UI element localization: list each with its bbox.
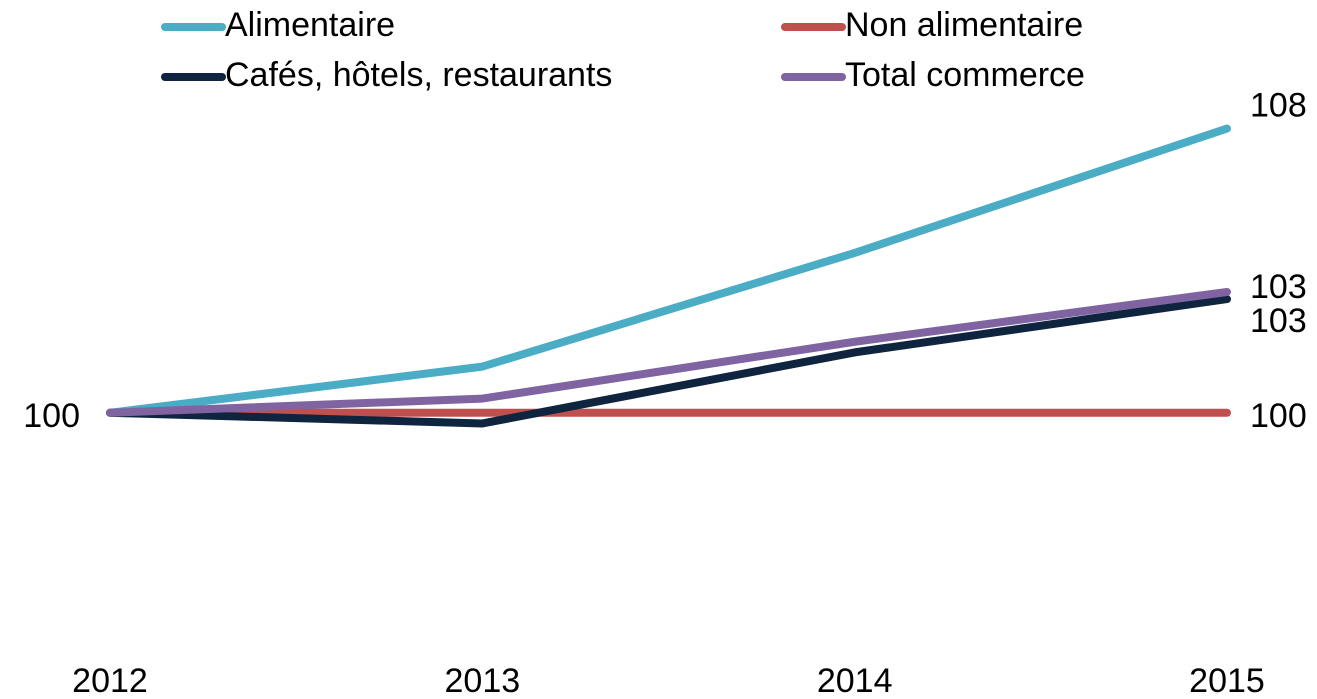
x-tick-label: 2012 [72, 662, 148, 699]
legend-label: Non alimentaire [845, 6, 1083, 44]
data-label: 100 [1250, 397, 1307, 435]
series-line [106, 287, 1231, 417]
x-tick-label: 2013 [445, 662, 521, 699]
x-tick-label: 2015 [1189, 662, 1265, 699]
data-label: 100 [23, 397, 80, 435]
series-line [106, 124, 1231, 417]
data-label: 108 [1250, 87, 1307, 125]
legend-label: Total commerce [845, 56, 1085, 94]
legend-label: Cafés, hôtels, restaurants [225, 56, 612, 94]
x-tick-label: 2014 [817, 662, 893, 699]
series-line [106, 295, 1231, 428]
data-label: 103 [1250, 268, 1307, 306]
data-label: 103 [1250, 302, 1307, 340]
legend-label: Alimentaire [225, 6, 395, 44]
